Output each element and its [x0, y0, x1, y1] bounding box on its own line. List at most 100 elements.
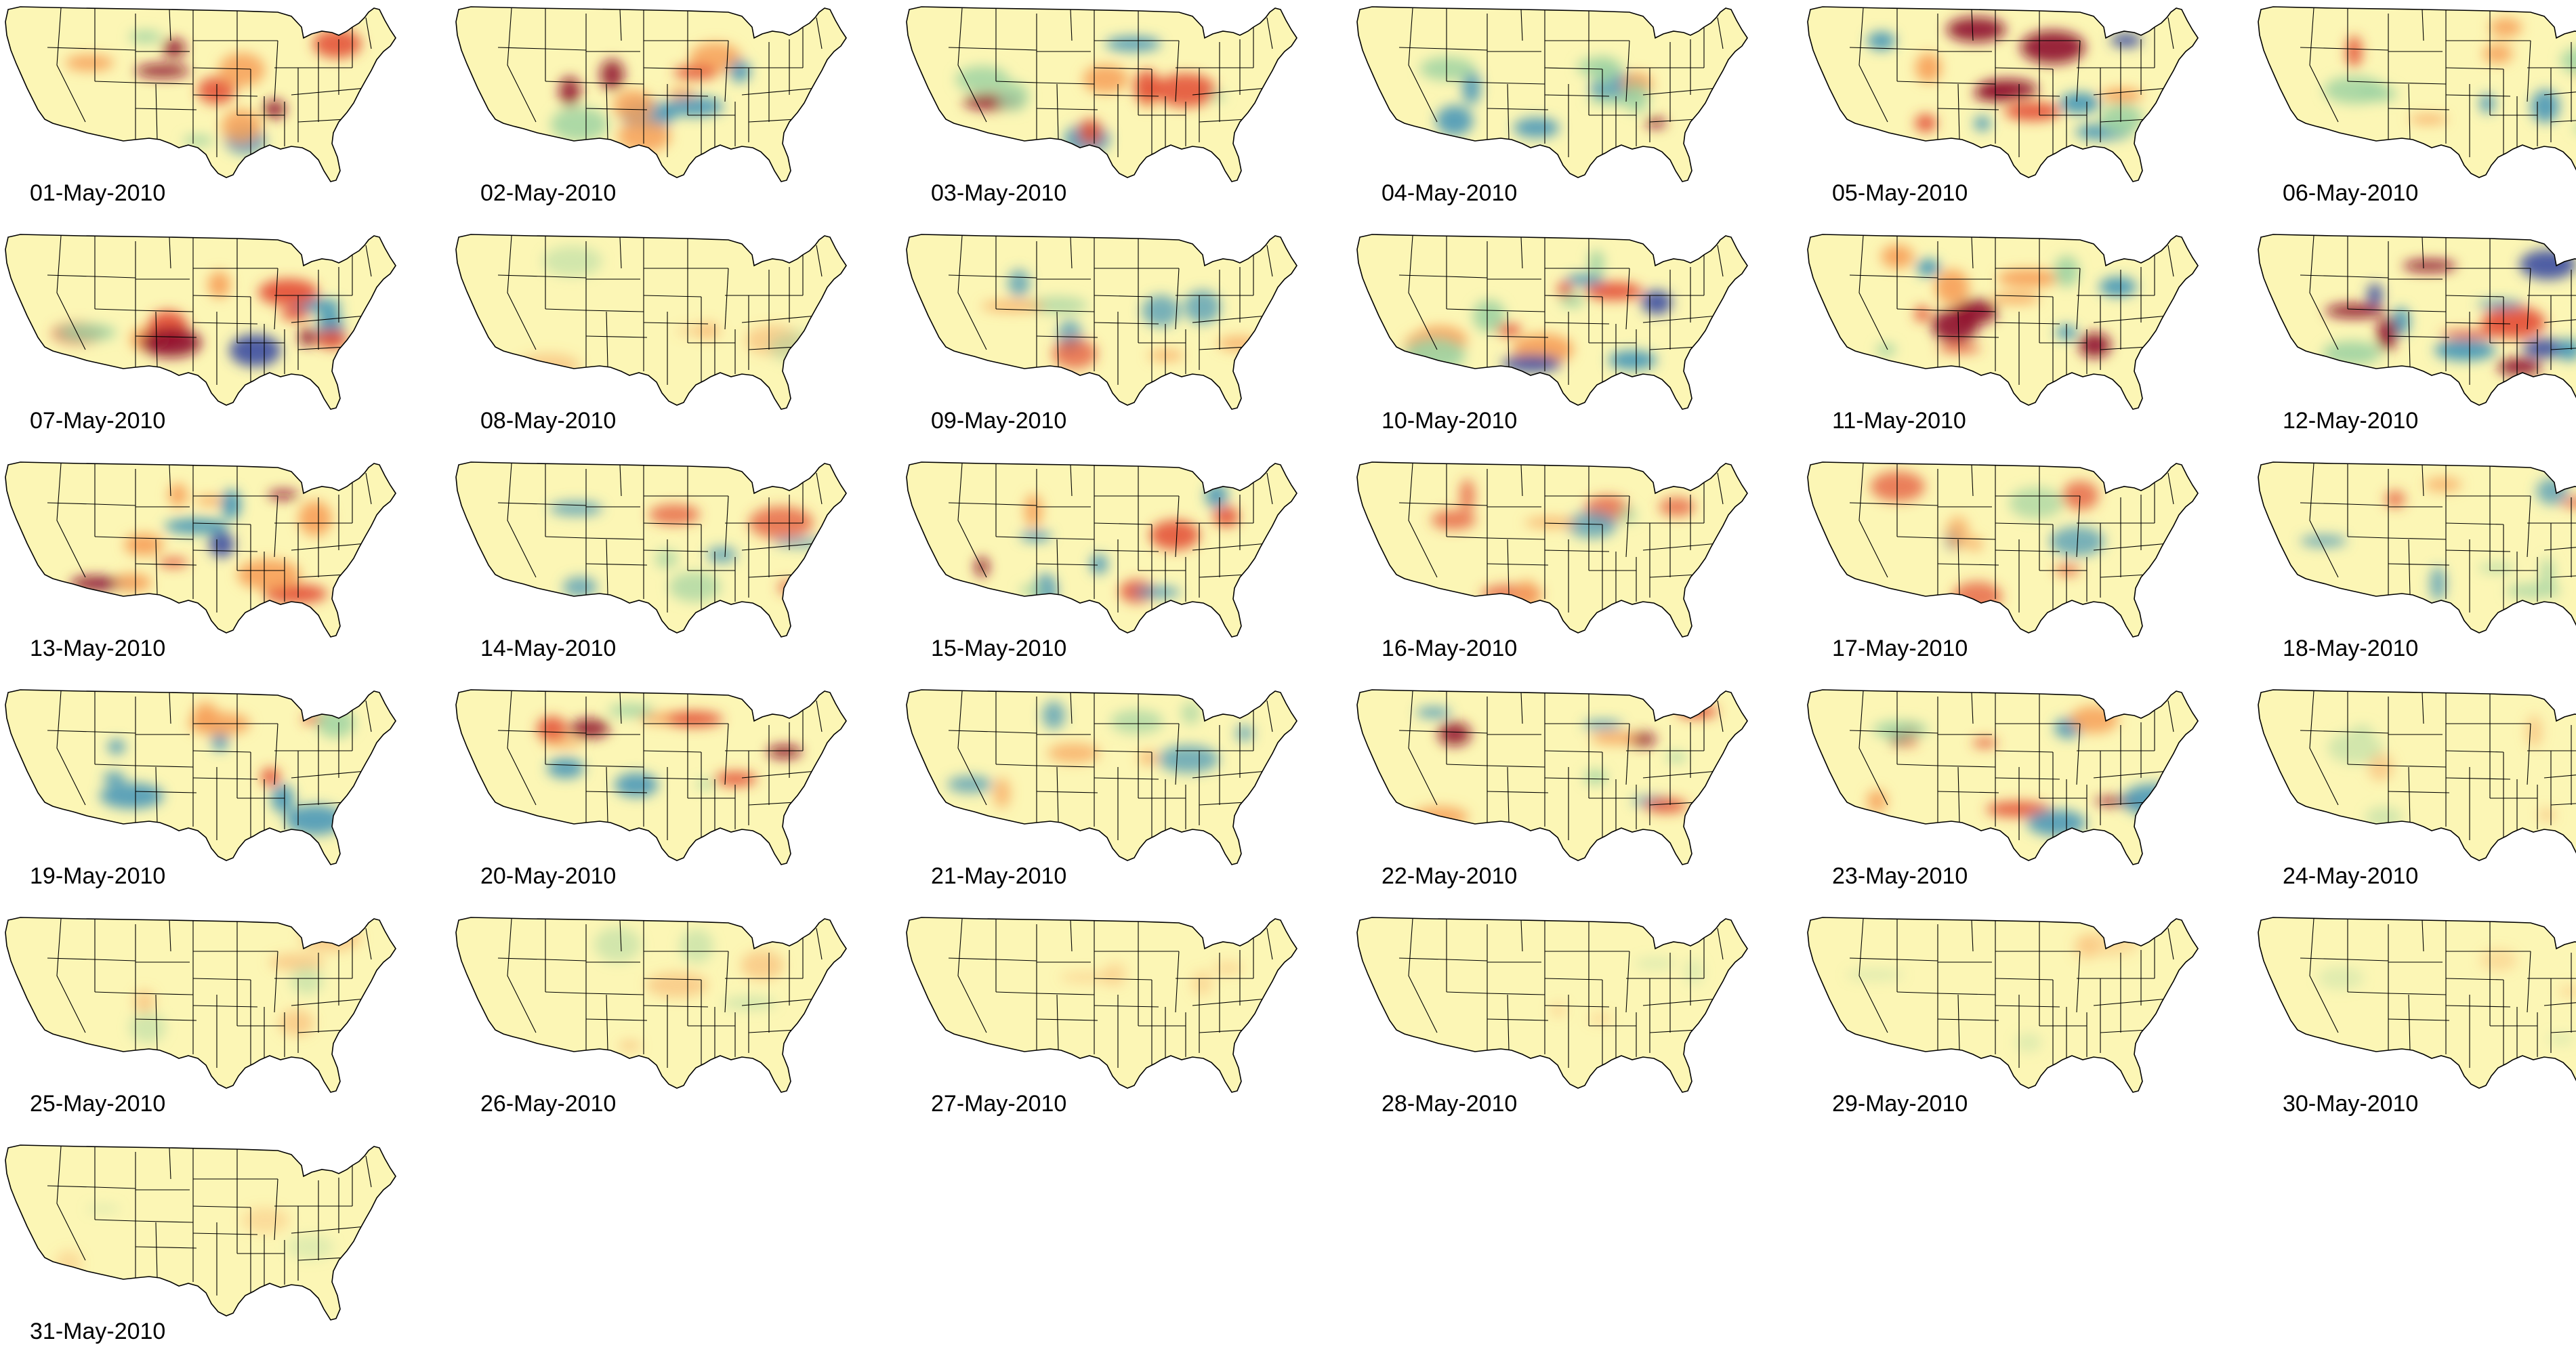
anomaly-blob	[994, 778, 1010, 808]
anomaly-blob	[1139, 751, 1158, 765]
anomaly-blob	[287, 1235, 333, 1260]
anomaly-blob	[680, 929, 713, 963]
anomaly-blob	[1565, 274, 1604, 286]
anomaly-blob	[2099, 277, 2136, 297]
anomaly-blob	[975, 557, 989, 577]
anomaly-blob	[1235, 725, 1253, 741]
anomaly-blob	[646, 972, 708, 997]
us-map	[2253, 0, 2576, 183]
anomaly-blob	[1677, 705, 1718, 718]
anomaly-blob	[1972, 739, 1998, 747]
anomaly-blob	[1659, 497, 1695, 516]
us-map	[0, 683, 420, 866]
anomaly-blob	[1867, 789, 1887, 812]
date-label: 07-May-2010	[27, 408, 168, 434]
anomaly-blob	[1501, 355, 1562, 373]
anomaly-blob	[208, 272, 230, 298]
anomaly-blob	[2478, 564, 2516, 573]
anomaly-blob	[537, 716, 567, 741]
us-land	[2258, 462, 2576, 637]
anomaly-blob	[2009, 487, 2063, 519]
anomaly-blob	[65, 55, 114, 71]
map-panel: 11-May-2010	[1802, 228, 2222, 455]
date-label: 15-May-2010	[928, 636, 1069, 662]
us-map	[1352, 0, 1772, 183]
date-label: 09-May-2010	[928, 408, 1069, 434]
anomaly-blob	[219, 53, 265, 87]
anomaly-blob	[1644, 798, 1688, 812]
anomaly-blob	[2100, 89, 2143, 102]
anomaly-blob	[1024, 494, 1043, 527]
anomaly-blob	[613, 90, 654, 121]
date-label: 04-May-2010	[1379, 180, 1520, 207]
us-map	[1802, 911, 2222, 1094]
date-label: 18-May-2010	[2280, 636, 2421, 662]
map-panel: 12-May-2010	[2253, 228, 2576, 455]
anomaly-blob	[2526, 715, 2542, 747]
anomaly-blob	[1524, 517, 1577, 528]
us-map	[2253, 683, 2576, 866]
us-map	[1352, 911, 1772, 1094]
date-label: 26-May-2010	[478, 1091, 619, 1117]
us-land	[2258, 690, 2576, 865]
anomaly-blob	[237, 560, 301, 590]
anomaly-blob	[1684, 958, 1703, 985]
anomaly-blob	[299, 328, 316, 346]
date-label: 02-May-2010	[478, 180, 619, 207]
anomaly-blob	[108, 740, 125, 754]
anomaly-blob	[1052, 339, 1097, 369]
anomaly-blob	[741, 951, 784, 980]
anomaly-blob	[1997, 269, 2060, 287]
date-label: 06-May-2010	[2280, 180, 2421, 207]
anomaly-blob	[1915, 306, 1930, 322]
date-label: 10-May-2010	[1379, 408, 1520, 434]
us-land	[2258, 7, 2576, 182]
anomaly-blob	[549, 501, 603, 516]
anomaly-blob	[1876, 344, 1896, 356]
anomaly-blob	[196, 496, 225, 505]
anomaly-blob	[2059, 93, 2100, 114]
anomaly-blob	[2300, 535, 2347, 547]
anomaly-blob	[2365, 806, 2403, 828]
map-panel: 31-May-2010	[0, 1138, 420, 1366]
anomaly-blob	[58, 324, 117, 341]
map-panel: 13-May-2010	[0, 455, 420, 683]
anomaly-blob	[543, 739, 583, 747]
map-panel: 30-May-2010	[2253, 911, 2576, 1138]
anomaly-blob	[1514, 118, 1560, 138]
anomaly-blob	[271, 785, 295, 813]
map-panel: 09-May-2010	[901, 228, 1321, 455]
anomaly-blob	[1567, 512, 1617, 539]
anomaly-blob	[70, 576, 119, 591]
map-panel: 19-May-2010	[0, 683, 420, 911]
anomaly-blob	[1916, 259, 1940, 276]
anomaly-blob	[1497, 324, 1521, 336]
anomaly-blob	[1867, 32, 1896, 50]
anomaly-blob	[222, 109, 262, 144]
anomaly-blob	[676, 327, 723, 335]
us-map	[1802, 455, 2222, 638]
date-label: 31-May-2010	[27, 1319, 168, 1345]
map-panel: 28-May-2010	[1352, 911, 1772, 1138]
us-map	[901, 683, 1321, 866]
anomaly-blob	[615, 772, 659, 797]
anomaly-blob	[2506, 583, 2562, 599]
anomaly-blob	[1953, 581, 2002, 611]
anomaly-blob	[1515, 580, 1540, 614]
us-map	[901, 911, 1321, 1094]
map-panel: 10-May-2010	[1352, 228, 1772, 455]
anomaly-blob	[2323, 341, 2382, 365]
date-label: 24-May-2010	[2280, 863, 2421, 890]
anomaly-blob	[124, 534, 163, 556]
anomaly-blob	[1047, 743, 1100, 763]
us-map	[901, 228, 1321, 411]
anomaly-blob	[2004, 102, 2061, 121]
anomaly-blob	[2027, 810, 2086, 836]
anomaly-blob	[129, 1012, 166, 1043]
date-label: 14-May-2010	[478, 636, 619, 662]
anomaly-blob	[706, 547, 737, 564]
date-label: 23-May-2010	[1829, 863, 1970, 890]
map-panel: 15-May-2010	[901, 455, 1321, 683]
anomaly-blob	[261, 768, 281, 786]
anomaly-blob	[1591, 732, 1638, 744]
